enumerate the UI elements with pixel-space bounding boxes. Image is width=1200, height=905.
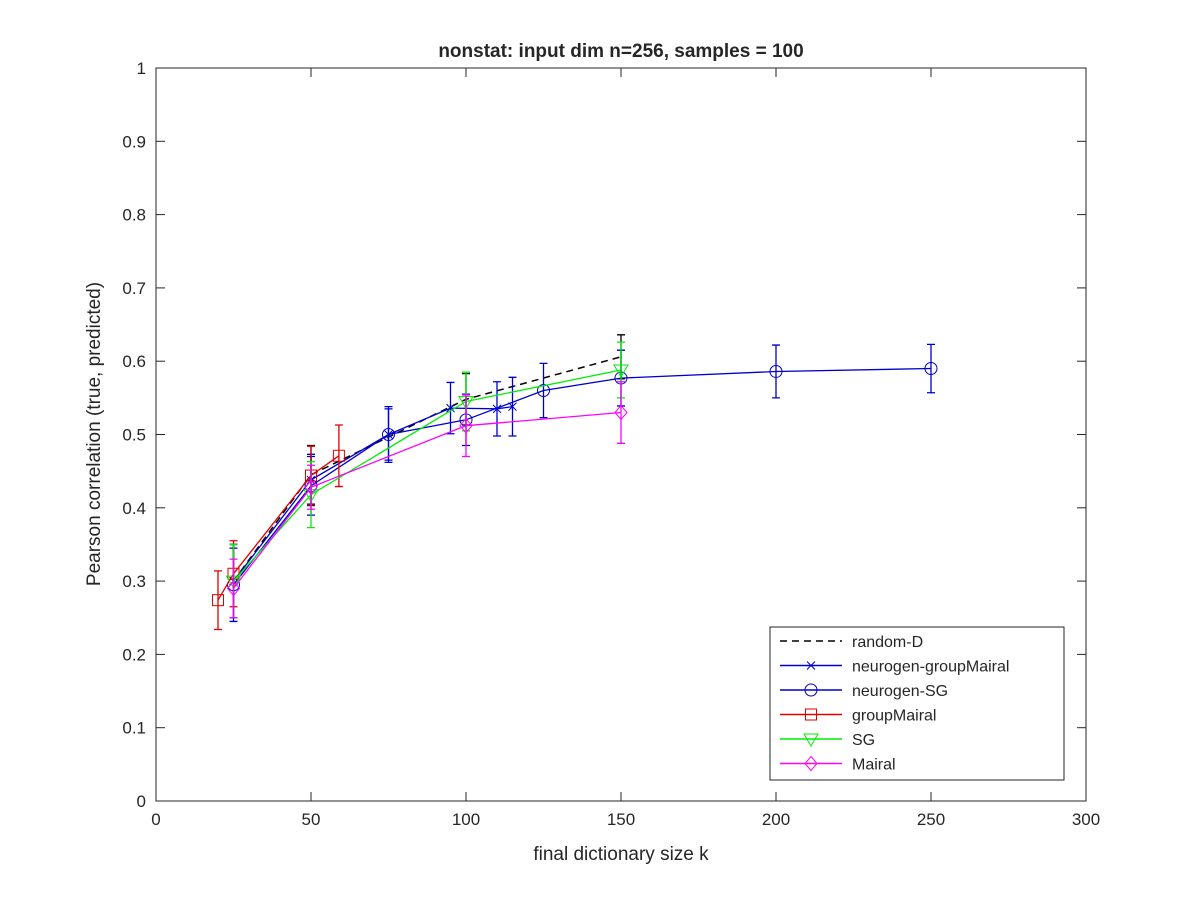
data-point	[446, 403, 455, 413]
x-tick-label: 0	[151, 810, 160, 829]
y-tick-label: 0.8	[122, 206, 146, 225]
data-point	[924, 362, 938, 376]
legend-label: random-D	[852, 634, 923, 651]
y-tick-label: 0.3	[122, 572, 146, 591]
data-point	[382, 428, 395, 441]
legend: random-D neurogen-groupMairal neurogen-SG g…	[769, 626, 1065, 781]
error-bar	[927, 343, 935, 394]
y-tick-label: 0	[137, 792, 146, 811]
legend-label: neurogen-SG	[852, 683, 948, 700]
tick-layer: 0 50 100 150 200 250 300 0 0.1 0.2 0.3 0.4 0.5 0.6 0.7…	[122, 59, 1100, 829]
legend-box	[769, 626, 1065, 781]
data-point	[226, 580, 241, 597]
legend-label: Mairal	[852, 757, 896, 774]
legend-marker	[806, 661, 816, 670]
x-tick-label: 300	[1072, 810, 1100, 829]
y-tick-label: 0.9	[122, 132, 146, 151]
y-tick-label: 0.7	[122, 279, 146, 298]
legend-entry-sg: SG	[780, 732, 875, 749]
x-tick-label: 150	[607, 810, 635, 829]
series-line-neurogen-sg	[232, 367, 932, 586]
error-bar	[462, 394, 470, 458]
y-tick-label: 0.2	[122, 645, 146, 664]
data-point	[492, 404, 502, 414]
legend-label: SG	[852, 732, 875, 749]
legend-marker	[804, 755, 818, 772]
error-bar	[617, 381, 625, 444]
data-point	[508, 402, 517, 411]
legend-entry-groupmairal: groupMairal	[780, 708, 936, 725]
legend-entry-neurogen-sg: neurogen-SG	[780, 683, 948, 700]
x-tick-label: 50	[302, 810, 321, 829]
legend-label: neurogen-groupMairal	[852, 659, 1009, 676]
legend-marker	[805, 708, 817, 721]
legend-label: groupMairal	[852, 708, 936, 725]
y-tick-label: 0.1	[122, 719, 146, 738]
data-point	[769, 364, 783, 378]
data-point	[613, 364, 629, 378]
x-tick-label: 200	[762, 810, 790, 829]
x-axis-label: final dictionary size k	[533, 844, 709, 865]
y-tick-label: 1	[137, 59, 146, 78]
error-bar	[214, 570, 222, 631]
error-bar	[229, 558, 238, 619]
legend-entry-neurogen-groupmairal: neurogen-groupMairal	[780, 659, 1009, 676]
data-point	[459, 417, 473, 434]
data-point	[332, 449, 345, 462]
series-mairal	[226, 381, 628, 619]
data-point	[537, 384, 550, 398]
legend-entry-mairal: Mairal	[780, 755, 896, 774]
series-line-groupmairal	[217, 455, 340, 601]
data-point	[212, 594, 224, 607]
chart-title: nonstat: input dim n=256, samples = 100	[438, 41, 803, 62]
data-point	[304, 479, 318, 496]
error-bar	[539, 362, 548, 419]
error-bar	[384, 408, 393, 461]
series-line-neurogen-groupmairal	[232, 405, 513, 582]
y-tick-label: 0.6	[122, 352, 146, 371]
y-tick-label: 0.5	[122, 426, 146, 445]
y-tick-label: 0.4	[122, 499, 146, 518]
series-line-mairal	[232, 411, 622, 589]
legend-entry-random-d: random-D	[780, 634, 923, 651]
x-tick-label: 250	[917, 810, 945, 829]
x-tick-label: 100	[452, 810, 480, 829]
y-axis-label: Pearson correlation (true, predicted)	[84, 282, 105, 586]
legend-marker	[803, 733, 819, 747]
data-point	[614, 404, 628, 421]
legend-marker	[804, 683, 818, 697]
error-bar	[307, 464, 315, 510]
error-bar	[772, 344, 780, 399]
series-layer	[212, 334, 938, 631]
